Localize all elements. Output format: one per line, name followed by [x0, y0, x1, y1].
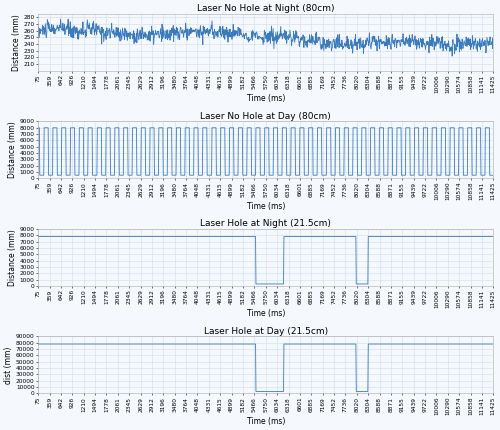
Y-axis label: dist (mm): dist (mm): [4, 346, 13, 384]
X-axis label: Time (ms): Time (ms): [246, 94, 285, 103]
X-axis label: Time (ms): Time (ms): [246, 417, 285, 426]
X-axis label: Time (ms): Time (ms): [246, 202, 285, 211]
Y-axis label: Distance (mm): Distance (mm): [12, 14, 20, 71]
Title: Laser No Hole at Day (80cm): Laser No Hole at Day (80cm): [200, 112, 331, 121]
Y-axis label: Distance (mm): Distance (mm): [8, 122, 17, 178]
Y-axis label: Distance (mm): Distance (mm): [8, 229, 17, 286]
Title: Laser No Hole at Night (80cm): Laser No Hole at Night (80cm): [197, 4, 334, 13]
X-axis label: Time (ms): Time (ms): [246, 309, 285, 318]
Title: Laser Hole at Day (21.5cm): Laser Hole at Day (21.5cm): [204, 327, 328, 336]
Title: Laser Hole at Night (21.5cm): Laser Hole at Night (21.5cm): [200, 219, 331, 228]
